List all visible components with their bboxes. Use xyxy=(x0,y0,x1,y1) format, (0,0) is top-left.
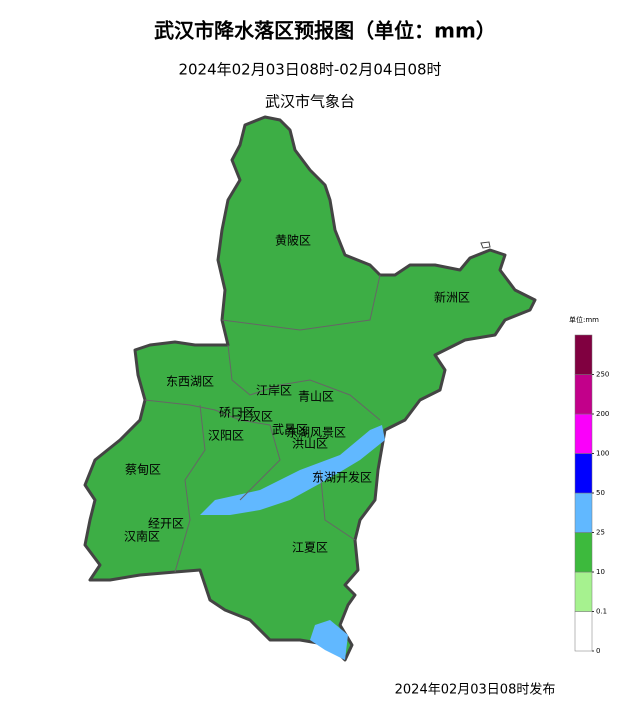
district-label: 汉阳区 xyxy=(208,429,244,443)
district-label: 江夏区 xyxy=(292,541,328,555)
district-label: 东湖风景区 xyxy=(286,425,346,440)
district-label: 硚口区 xyxy=(219,406,255,420)
legend-tick-label: 250 xyxy=(596,371,609,379)
district-label: 青山区 xyxy=(298,390,334,404)
region-outline xyxy=(83,115,537,662)
rain-area xyxy=(200,425,385,515)
legend-tick-label: 200 xyxy=(596,410,609,418)
rain-area xyxy=(310,620,348,660)
legend-title: 单位:mm xyxy=(569,315,599,324)
district-label: 新洲区 xyxy=(434,290,470,305)
district-label: 江汉区 xyxy=(237,410,273,424)
subtitle: 2024年02月03日08时-02月04日08时 xyxy=(178,61,441,79)
legend-bin xyxy=(574,453,593,494)
title: 武汉市降水落区预报图（单位：mm） xyxy=(154,19,496,43)
district-label: 江岸区 xyxy=(256,384,292,398)
district-label: 蔡甸区 xyxy=(125,463,161,477)
district-label: 经开区 xyxy=(148,517,184,531)
district-label: 东湖开发区 xyxy=(312,470,372,485)
legend-bin xyxy=(574,532,593,573)
legend-bin xyxy=(574,334,593,375)
legend-bin xyxy=(574,374,593,415)
legend-tick-label: 100 xyxy=(596,450,609,458)
legend-bin xyxy=(574,611,593,652)
legend-bin xyxy=(574,492,593,533)
legend-bin xyxy=(574,413,593,454)
map xyxy=(83,115,537,662)
island xyxy=(480,241,491,249)
district-borders xyxy=(144,274,381,573)
legend-bin xyxy=(574,571,593,612)
issuer: 武汉市气象台 xyxy=(265,93,355,111)
legend-tick-label: 0 xyxy=(596,647,600,655)
legend-tick-label: 10 xyxy=(596,568,605,576)
district-label: 东西湖区 xyxy=(166,374,214,389)
district-label: 武昌区 xyxy=(272,423,308,437)
legend-tick-label: 50 xyxy=(596,489,605,497)
legend-tick-label: 25 xyxy=(596,529,605,537)
district-label: 汉南区 xyxy=(124,529,160,544)
district-label: 洪山区 xyxy=(292,437,328,451)
district-label: 黄陂区 xyxy=(275,233,311,248)
footer: 2024年02月03日08时发布 xyxy=(395,682,556,698)
legend-tick-label: 0.1 xyxy=(596,608,607,616)
